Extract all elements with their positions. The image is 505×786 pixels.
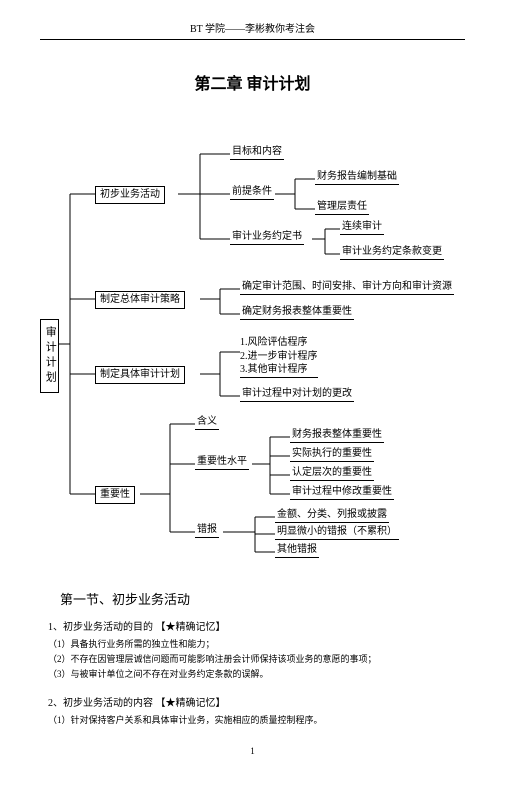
node-b1-c3-d1: 连续审计	[340, 221, 384, 235]
node-b1-c3: 审计业务约定书	[230, 231, 304, 245]
page-header: BT 学院——李彬教你考注会	[40, 20, 465, 40]
node-b3-c1-l2: 2.进一步审计程序	[240, 350, 318, 364]
node-b1-c1: 目标和内容	[230, 146, 284, 160]
node-b4-c2-d2: 实际执行的重要性	[290, 448, 374, 462]
node-b4: 重要性	[95, 486, 135, 504]
node-b4-c3-d2: 明显微小的错报（不累积）	[275, 526, 399, 540]
node-b1-c2-d1: 财务报告编制基础	[315, 171, 399, 185]
section1-title: 第一节、初步业务活动	[60, 589, 465, 608]
node-b3: 制定具体审计计划	[95, 366, 185, 384]
node-b4-c3-d1: 金额、分类、列报或披露	[275, 509, 389, 523]
page-number: 1	[40, 746, 465, 756]
node-b1: 初步业务活动	[95, 186, 165, 204]
node-b4-c3: 错报	[195, 524, 219, 538]
node-b4-c2: 重要性水平	[195, 456, 249, 470]
item1-l3: （3）与被审计单位之间不存在对业务约定条款的误解。	[48, 667, 465, 680]
node-b2-c2: 确定财务报表整体重要性	[240, 306, 354, 320]
node-b1-c3-d2: 审计业务约定条款变更	[340, 246, 444, 260]
node-b4-c3-d3: 其他错报	[275, 544, 319, 558]
item1-l2: （2）不存在因管理层诚信问题而可能影响注册会计师保持该项业务的意愿的事项；	[48, 652, 465, 665]
node-b2: 制定总体审计策略	[95, 291, 185, 309]
node-b3-c1: 1.风险评估程序 2.进一步审计程序 3.其他审计程序	[240, 336, 318, 378]
node-b3-c1-l1: 1.风险评估程序	[240, 336, 318, 350]
root-node: 审计计划	[40, 319, 59, 393]
node-b3-c2: 审计过程中对计划的更改	[240, 388, 354, 402]
item2-l1: （1）针对保持客户关系和具体审计业务，实施相应的质量控制程序。	[48, 713, 465, 726]
item2-head: 2、初步业务活动的内容 【★精确记忆】	[48, 694, 465, 709]
node-b3-c1-l3: 3.其他审计程序	[240, 363, 318, 378]
node-b4-c1: 含义	[195, 416, 219, 430]
node-b4-c2-d4: 审计过程中修改重要性	[290, 486, 394, 500]
tree-diagram: 审计计划 初步业务活动 目标和内容 前提条件 财务报告编制基础 管理层责任 审计…	[40, 124, 465, 564]
chapter-title: 第二章 审计计划	[40, 70, 465, 94]
node-b1-c2-d2: 管理层责任	[315, 201, 369, 215]
node-b1-c2: 前提条件	[230, 186, 274, 200]
node-b2-c1: 确定审计范围、时间安排、审计方向和审计资源	[240, 281, 454, 295]
item1-head: 1、初步业务活动的目的 【★精确记忆】	[48, 618, 465, 633]
node-b4-c2-d1: 财务报表整体重要性	[290, 429, 384, 443]
node-b4-c2-d3: 认定层次的重要性	[290, 467, 374, 481]
item1-l1: （1）具备执行业务所需的独立性和能力；	[48, 637, 465, 650]
